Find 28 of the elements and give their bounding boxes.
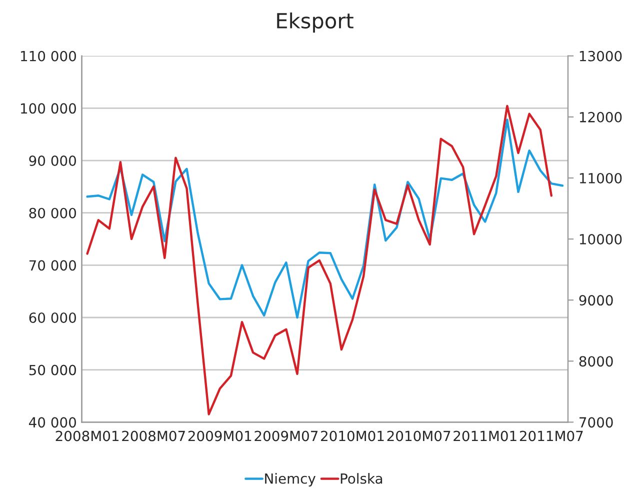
x-tick-label: 2009M01 [188, 430, 252, 442]
x-tick-label: 2009M07 [254, 430, 318, 442]
x-tick-label: 2010M07 [387, 430, 450, 442]
x-tick-label: 2008M01 [56, 430, 119, 442]
y-tick-label: 70 000 [29, 260, 76, 271]
y-tick-label: 100 000 [21, 103, 76, 114]
legend-label: Polska [340, 473, 382, 484]
x-tick-label: 2008M07 [122, 430, 185, 442]
y-tick-label: 80 000 [29, 208, 76, 218]
x-tick-label: 2011M07 [520, 430, 583, 442]
chart-title: Eksport [277, 12, 354, 33]
x-tick-label: 2010M01 [321, 430, 384, 442]
y2-tick-label: 12000 [580, 112, 622, 122]
y2-tick-label: 8000 [579, 356, 613, 367]
line-series [86, 104, 553, 416]
y-tick-label: 110 000 [21, 50, 76, 62]
y-tick-label: 40 000 [28, 417, 76, 428]
y-tick-label: 90 000 [29, 156, 76, 166]
y-tick-label: 50 000 [29, 364, 76, 376]
y2-tick-label: 11000 [580, 172, 622, 184]
y2-tick-label: 10000 [580, 234, 622, 244]
y2-tick-label: 13000 [580, 50, 622, 62]
x-tick-label: 2011M01 [454, 430, 516, 442]
y2-tick-label: 9000 [579, 295, 613, 306]
y2-tick-label: 7000 [580, 417, 613, 428]
y-tick-label: 60 000 [29, 312, 76, 323]
line-series [86, 118, 564, 319]
legend-label: Niemcy [265, 473, 316, 486]
